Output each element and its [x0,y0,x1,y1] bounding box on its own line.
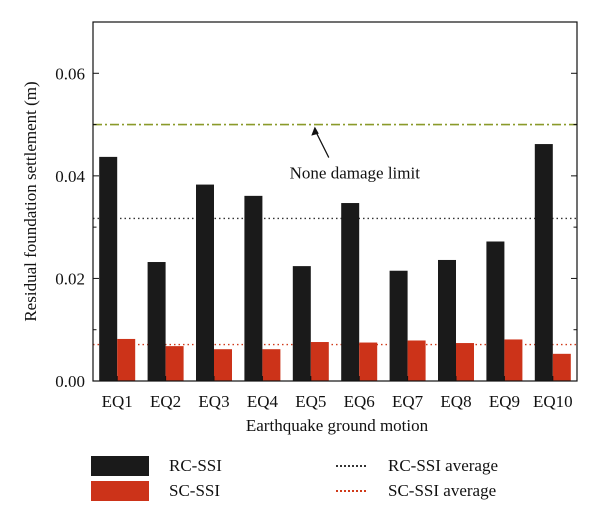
legend-item-rc-ssi: RC-SSI [91,456,222,476]
bar-rc-ssi-eq3 [196,184,214,381]
y-axis-label: Residual foundation settlement (m) [21,81,40,321]
legend-swatch-rc-ssi [91,456,149,476]
x-tick-label: EQ6 [344,392,375,411]
x-tick-label: EQ9 [489,392,520,411]
legend-swatch-sc-ssi [91,481,149,501]
y-tick-label: 0.00 [55,372,85,391]
bar-rc-ssi-eq2 [147,262,166,381]
plot-frame [92,21,578,382]
x-tick-label: EQ2 [150,392,181,411]
bar-sc-ssi-eq1 [117,338,136,381]
x-tick-label: EQ8 [440,392,471,411]
bar-sc-ssi-eq7 [407,340,426,381]
bar-rc-ssi-eq4 [244,195,263,381]
x-tick-label: EQ4 [247,392,279,411]
annotation-none-damage-limit: None damage limit [290,164,421,183]
x-tick-label: EQ7 [392,392,424,411]
legend-item-rc-ssi-average: RC-SSI average [336,456,498,476]
bar-rc-ssi-eq5 [292,266,311,381]
legend-label-sc-ssi-average: SC-SSI average [388,481,497,500]
y-tick-label: 0.06 [55,64,85,83]
x-tick-label: EQ1 [102,392,133,411]
x-tick-label: EQ3 [198,392,229,411]
bar-sc-ssi-eq5 [310,342,329,381]
x-tick-label: EQ10 [533,392,573,411]
legend-label-rc-ssi: RC-SSI [169,456,222,475]
bar-rc-ssi-eq7 [389,270,408,381]
bar-sc-ssi-eq9 [504,339,523,381]
y-tick-label: 0.02 [55,269,85,288]
legend-item-sc-ssi: SC-SSI [91,481,220,501]
legend-label-rc-ssi-average: RC-SSI average [388,456,499,475]
bar-rc-ssi-eq6 [341,203,360,381]
bar-rc-ssi-eq10 [534,144,553,381]
bar-rc-ssi-eq1 [99,156,118,381]
legend-item-sc-ssi-average: SC-SSI average [336,481,496,501]
y-tick-label: 0.04 [55,167,85,186]
x-tick-label: EQ5 [295,392,326,411]
legend-line-sc-ssi-average [336,490,366,492]
x-axis-label: Earthquake ground motion [246,416,429,435]
bar-rc-ssi-eq8 [438,259,456,381]
legend-label-sc-ssi: SC-SSI [169,481,221,500]
bar-sc-ssi-eq4 [262,349,281,381]
bar-sc-ssi-eq3 [214,349,232,381]
bar-sc-ssi-eq10 [552,353,571,381]
bar-sc-ssi-eq8 [456,343,474,381]
annotation-arrow-shaft [315,131,330,158]
legend-line-rc-ssi-average [336,465,366,467]
bar-rc-ssi-eq9 [486,241,505,381]
bar-sc-ssi-eq2 [165,346,184,381]
bar-sc-ssi-eq6 [359,342,378,381]
annotation-arrow-head [311,126,319,136]
